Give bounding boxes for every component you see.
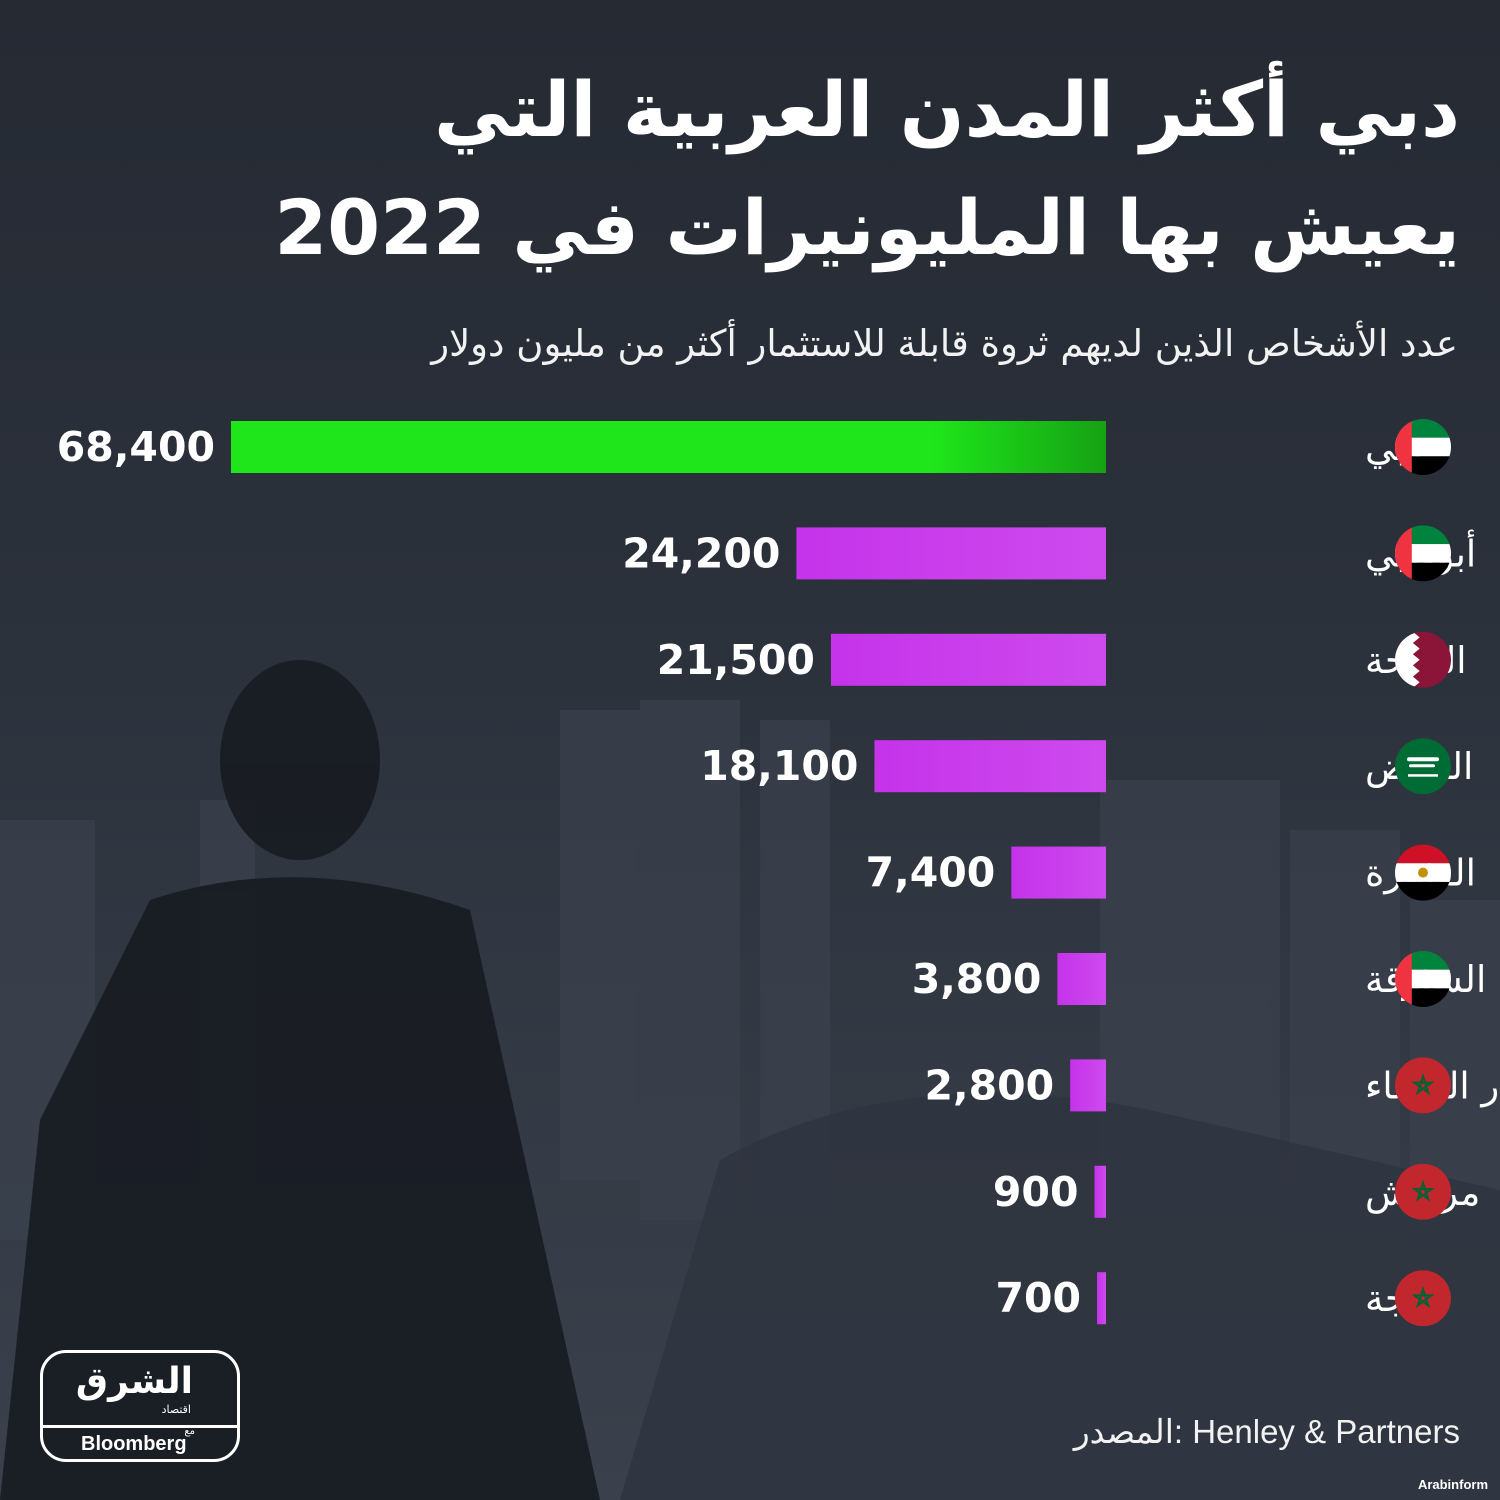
bar [830,633,1106,686]
car-silhouette [620,1093,1500,1500]
chart-title-line-2: يعيش بها المليونيرات في 2022 [274,183,1460,272]
value-label: 2,800 [924,1061,1054,1109]
uae-flag-icon [1395,525,1451,582]
value-label: 3,800 [912,955,1042,1003]
person-silhouette [0,660,600,1500]
morocco-flag-icon [1395,1270,1451,1327]
source-note: المصدر: Henley & Partners [1073,1413,1460,1450]
logo-sub-text: اقتصاد [161,1403,191,1416]
egypt-flag-icon [1395,844,1451,901]
morocco-flag-icon [1395,1057,1451,1114]
bar [1097,1272,1106,1325]
saudi-flag-icon [1395,738,1451,795]
logo-divider [43,1425,237,1428]
value-label: 7,400 [866,849,996,897]
value-label: 900 [993,1168,1079,1216]
value-label: 18,100 [700,742,858,790]
chart-title-line-1: دبي أكثر المدن العربية التي [433,65,1460,154]
bar [874,740,1106,793]
uae-flag-icon [1395,419,1451,475]
value-label: 700 [995,1274,1081,1322]
uae-flag-icon [1395,951,1451,1007]
value-label: 68,400 [57,423,215,471]
chart-subtitle: عدد الأشخاص الذين لديهم ثروة قابلة للاست… [431,322,1458,365]
morocco-flag-icon [1395,1163,1451,1220]
value-label: 24,200 [622,529,780,577]
bar [1094,1165,1106,1218]
bar [1057,953,1106,1005]
logo-with-text: مع [184,1426,195,1437]
value-label: 21,500 [657,636,815,684]
logo-partner-text: Bloomberg [81,1433,187,1455]
watermark: Arabinform [1417,1477,1488,1492]
bar [231,421,1106,473]
bar [796,527,1106,580]
asharq-bloomberg-logo: الشرق اقتصاد مع Bloomberg [40,1350,240,1462]
bar [1011,846,1106,899]
bar [1070,1059,1106,1112]
qatar-flag-icon [1395,631,1451,688]
logo-main-text: الشرق [75,1361,193,1402]
